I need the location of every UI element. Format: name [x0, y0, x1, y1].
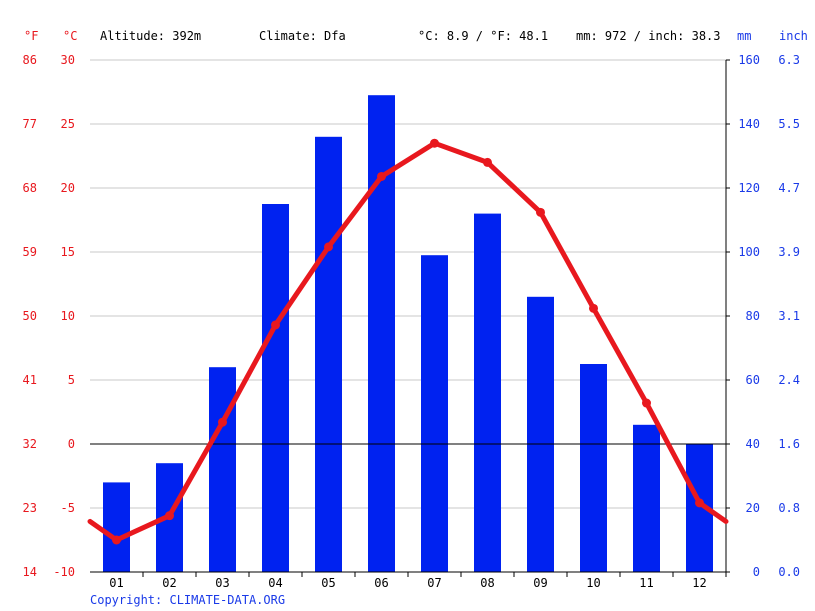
y-tick-mm: 160: [738, 53, 760, 67]
y-tick-inch: 3.1: [778, 309, 800, 323]
tick-labels: 14 -10 0 0.023 -5 20 0.832 0 40 1.641 5 60 2.450 10 80…: [23, 53, 800, 590]
precipitation-bars: [103, 95, 713, 573]
copyright-link[interactable]: Copyright: CLIMATE-DATA.ORG: [90, 593, 285, 607]
temperature-point: [695, 498, 704, 508]
y-tick-celsius: 5: [68, 373, 75, 387]
x-tick-month: 09: [533, 576, 547, 590]
y-tick-inch: 3.9: [778, 245, 800, 259]
y-tick-fahrenheit: 68: [23, 181, 37, 195]
y-tick-celsius: 30: [61, 53, 75, 67]
temperature-point: [377, 171, 386, 181]
y-tick-celsius: 20: [61, 181, 75, 195]
x-tick-month: 08: [480, 576, 494, 590]
y-tick-fahrenheit: 86: [23, 53, 37, 67]
unit-mm-label: mm: [737, 29, 751, 43]
y-tick-fahrenheit: 50: [23, 309, 37, 323]
axes: [90, 59, 730, 577]
temperature-point: [483, 157, 492, 167]
y-tick-mm: 140: [738, 117, 760, 131]
x-tick-month: 03: [215, 576, 229, 590]
y-tick-celsius: 25: [61, 117, 75, 131]
y-tick-inch: 5.5: [778, 117, 800, 131]
y-tick-fahrenheit: 59: [23, 245, 37, 259]
y-tick-mm: 40: [746, 437, 760, 451]
temperature-point: [112, 535, 121, 545]
y-tick-fahrenheit: 14: [23, 565, 37, 579]
temperature-point: [324, 242, 333, 252]
y-tick-inch: 1.6: [778, 437, 800, 451]
y-tick-mm: 100: [738, 245, 760, 259]
x-tick-month: 11: [639, 576, 653, 590]
temperature-point: [271, 320, 280, 330]
y-tick-mm: 120: [738, 181, 760, 195]
y-tick-celsius: -5: [61, 501, 75, 515]
gridlines: [90, 59, 726, 573]
temperature-point: [642, 398, 651, 408]
y-tick-inch: 0.8: [778, 501, 800, 515]
altitude-label: Altitude: 392m: [100, 29, 201, 43]
y-tick-inch: 6.3: [778, 53, 800, 67]
precipitation-bar: [633, 424, 660, 572]
precipitation-bar: [527, 296, 554, 572]
y-tick-mm: 60: [746, 373, 760, 387]
x-tick-month: 10: [586, 576, 600, 590]
temperature-point: [165, 511, 174, 521]
x-tick-month: 12: [692, 576, 706, 590]
precipitation-bar: [368, 95, 395, 572]
x-tick-month: 05: [321, 576, 335, 590]
y-tick-fahrenheit: 41: [23, 373, 37, 387]
y-tick-celsius: -10: [53, 565, 75, 579]
temperature-line: [87, 138, 729, 545]
x-tick-month: 07: [427, 576, 441, 590]
temperature-point: [218, 417, 227, 427]
unit-fahrenheit-label: °F: [24, 29, 38, 43]
precipitation-bar: [421, 255, 448, 572]
y-tick-inch: 4.7: [778, 181, 800, 195]
precipitation-bar: [209, 367, 236, 572]
y-tick-mm: 80: [746, 309, 760, 323]
y-tick-mm: 20: [746, 501, 760, 515]
y-tick-celsius: 15: [61, 245, 75, 259]
precipitation-total-label: mm: 972 / inch: 38.3: [576, 29, 721, 43]
y-tick-celsius: 10: [61, 309, 75, 323]
y-tick-inch: 2.4: [778, 373, 800, 387]
x-tick-month: 01: [109, 576, 123, 590]
temperature-point: [536, 207, 545, 217]
y-tick-celsius: 0: [68, 437, 75, 451]
precipitation-bar: [474, 213, 501, 572]
y-tick-mm: 0: [753, 565, 760, 579]
climate-label: Climate: Dfa: [259, 29, 346, 43]
x-tick-month: 06: [374, 576, 388, 590]
precipitation-bar: [580, 364, 607, 572]
temperature-point: [430, 138, 439, 148]
y-tick-fahrenheit: 77: [23, 117, 37, 131]
x-tick-month: 02: [162, 576, 176, 590]
precipitation-bar: [103, 482, 130, 572]
y-tick-inch: 0.0: [778, 565, 800, 579]
x-tick-month: 04: [268, 576, 282, 590]
unit-celsius-label: °C: [63, 29, 77, 43]
y-tick-fahrenheit: 23: [23, 501, 37, 515]
unit-inch-label: inch: [779, 29, 808, 43]
precipitation-bar: [262, 204, 289, 572]
temperature-point: [589, 303, 598, 313]
y-tick-fahrenheit: 32: [23, 437, 37, 451]
temperature-polyline: [87, 140, 729, 543]
temperature-average-label: °C: 8.9 / °F: 48.1: [418, 29, 548, 43]
precipitation-bar: [315, 136, 342, 573]
